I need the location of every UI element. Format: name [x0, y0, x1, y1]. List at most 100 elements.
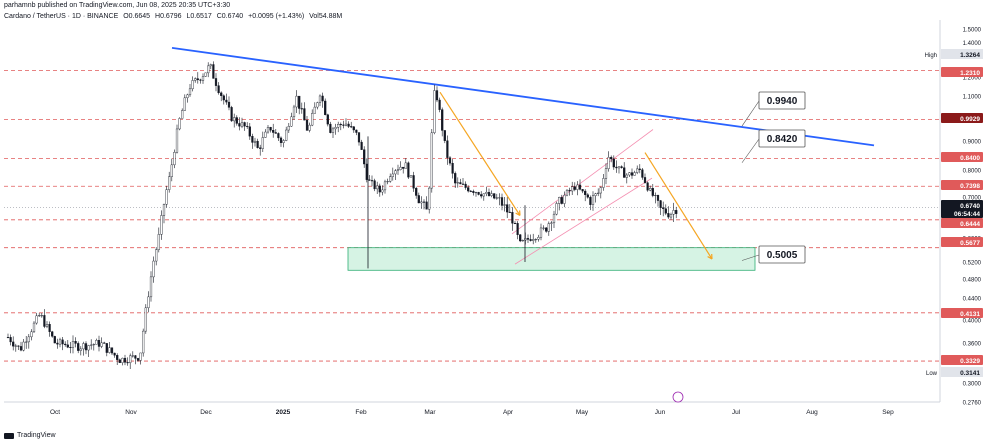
candle	[136, 357, 140, 362]
candle	[74, 337, 77, 348]
candle	[22, 338, 25, 352]
candle	[165, 185, 168, 208]
footer-brand[interactable]: TradingView	[4, 432, 56, 439]
candle	[292, 104, 296, 120]
y-tick-label: 0.4000	[963, 319, 982, 325]
candle	[563, 191, 566, 208]
candle	[56, 338, 59, 349]
candle	[430, 129, 433, 193]
candle	[578, 179, 582, 191]
candle	[386, 178, 389, 185]
candle	[233, 113, 236, 128]
candle	[373, 178, 376, 192]
candle	[667, 206, 670, 219]
price-tag-value: 0.7398	[960, 183, 980, 190]
candle	[100, 337, 103, 349]
candle	[511, 207, 514, 231]
candle	[443, 130, 446, 144]
callout-pointer	[741, 138, 760, 163]
candle	[300, 102, 303, 114]
candle	[360, 139, 363, 150]
candle	[409, 175, 413, 178]
candle	[209, 63, 212, 70]
candle	[451, 159, 454, 179]
candle	[370, 175, 374, 187]
projection-arrow-1-head	[515, 210, 521, 216]
candle	[272, 123, 275, 138]
candle	[399, 161, 402, 171]
price-change: +0.0095 (+1.43%)	[248, 13, 305, 20]
x-tick-label: Oct	[50, 409, 60, 416]
candle	[464, 181, 467, 190]
candle	[407, 161, 410, 180]
price-tag-bg	[941, 113, 983, 123]
candle	[662, 201, 665, 217]
candle	[378, 183, 381, 197]
candle	[376, 181, 379, 195]
price-tag-bg	[941, 208, 983, 218]
candle	[586, 193, 589, 199]
callout-pointer	[741, 254, 760, 261]
candle	[14, 343, 17, 352]
x-tick-label: Mar	[424, 409, 436, 416]
ohlc-open: O0.6645	[123, 13, 151, 20]
candle	[19, 341, 23, 352]
symbol-legend: Cardano / TetherUS · 1D · BINANCE O0.664…	[4, 13, 345, 20]
candle	[235, 115, 238, 126]
candle	[604, 163, 608, 185]
candle	[456, 177, 459, 188]
candle	[412, 171, 415, 192]
price-tag-bg	[941, 152, 983, 162]
price-tag-value: 06:54:44	[954, 211, 980, 218]
candle	[105, 343, 108, 357]
candle	[45, 321, 49, 329]
price-tag-bg	[941, 200, 983, 210]
candle	[160, 210, 163, 240]
candle	[261, 131, 264, 153]
candle	[108, 341, 111, 354]
candle	[316, 101, 319, 110]
candle	[53, 335, 56, 344]
candle	[675, 206, 678, 219]
y-tick-label: 0.8000	[963, 169, 982, 175]
candle	[116, 353, 119, 366]
x-tick-label: 2025	[276, 409, 291, 416]
candle	[155, 247, 158, 266]
candle	[630, 168, 634, 179]
y-tick-label: 0.3600	[963, 342, 982, 348]
candle	[646, 181, 649, 192]
candle	[438, 97, 441, 113]
candle	[537, 234, 540, 242]
candle	[521, 239, 524, 242]
candle	[552, 210, 556, 228]
candle	[597, 188, 600, 197]
candle	[131, 351, 134, 358]
candle	[329, 121, 332, 134]
candle	[196, 72, 199, 84]
channel-lower	[514, 177, 653, 265]
candle	[123, 354, 127, 366]
candle	[506, 197, 509, 218]
candle	[526, 234, 530, 244]
candle	[474, 191, 478, 197]
candle	[61, 337, 64, 351]
candle	[594, 192, 597, 203]
candle	[591, 191, 595, 211]
callout-label: 0.5005	[767, 250, 798, 261]
candle	[69, 341, 72, 354]
candle	[183, 94, 186, 111]
candle	[584, 189, 587, 202]
y-tick-label: 0.3000	[963, 382, 982, 388]
candle	[27, 334, 30, 349]
candle	[303, 102, 306, 121]
y-tick-label: 0.2760	[963, 401, 982, 407]
candle	[264, 129, 267, 139]
candle	[383, 179, 387, 194]
candle	[454, 171, 457, 189]
candle	[92, 343, 95, 351]
y-tick-label: 1.2000	[963, 76, 982, 82]
tradingview-logo-icon	[4, 432, 14, 439]
projection-arrow-2	[644, 152, 713, 260]
candle	[71, 335, 75, 354]
